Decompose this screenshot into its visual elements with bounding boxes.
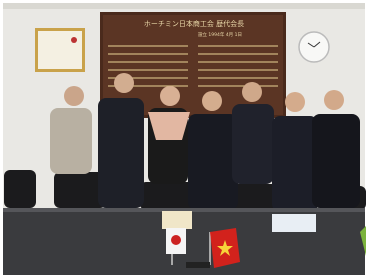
person-head (202, 91, 222, 111)
photo: ホーチミン日本商工会 歴代会長 設立 1994年 4月 1日 (0, 0, 368, 278)
person (50, 108, 92, 174)
person-head (64, 86, 84, 106)
person (312, 114, 360, 208)
person (188, 114, 238, 210)
person (98, 98, 144, 208)
certificate (38, 31, 82, 69)
person (232, 104, 274, 184)
ceiling (3, 3, 365, 9)
plaque-subtitle: 設立 1994年 4月 1日 (198, 31, 242, 38)
person-head (160, 86, 180, 106)
gift-box (162, 211, 192, 229)
person (272, 116, 318, 212)
flag-japan-disc (171, 235, 181, 245)
person-head (114, 73, 134, 93)
book (272, 214, 316, 232)
plaque-title: ホーチミン日本商工会 歴代会長 (144, 19, 244, 28)
page: ホーチミン日本商工会 歴代会長 設立 1994年 4月 1日 (0, 0, 368, 278)
person-head (324, 90, 344, 110)
person-head (242, 82, 262, 102)
certificate-seal (71, 37, 77, 43)
flag-stand (186, 262, 210, 268)
person-head (285, 92, 305, 112)
